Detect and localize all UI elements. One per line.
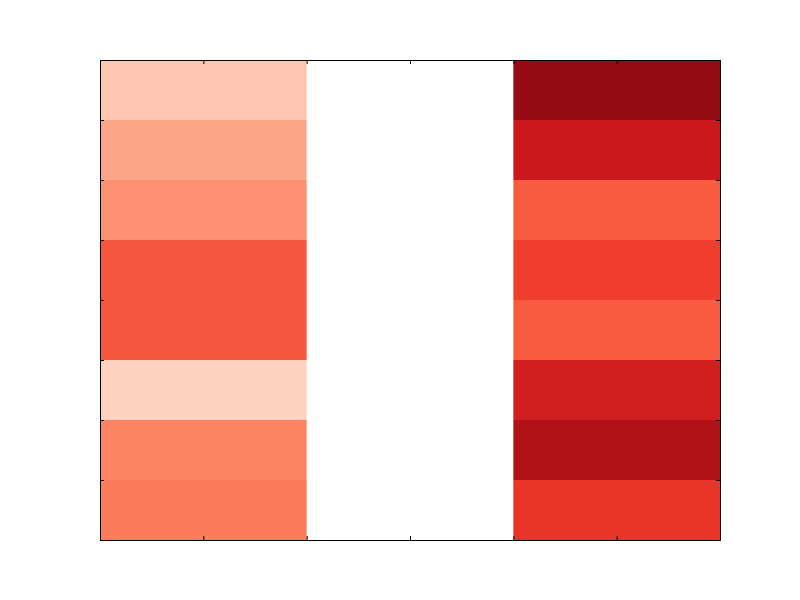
heatmap-cell-c2-r4 [513, 300, 721, 361]
plot-frame [100, 60, 721, 541]
heatmap-cell-c0-r4 [100, 300, 308, 361]
heatmap-cell-c0-r3 [100, 240, 308, 301]
heatmap-cell-c1-r1 [306, 120, 514, 181]
heatmap-cell-c1-r5 [306, 360, 514, 421]
heatmap-cell-c2-r5 [513, 360, 721, 421]
heatmap-cell-c1-r6 [306, 420, 514, 481]
heatmap-cell-c0-r7 [100, 480, 308, 541]
heatmap-cell-c1-r7 [306, 480, 514, 541]
heatmap-cell-c2-r7 [513, 480, 721, 541]
heatmap-cell-c0-r5 [100, 360, 308, 421]
heatmap-cell-c0-r1 [100, 120, 308, 181]
heatmap-cell-c2-r3 [513, 240, 721, 301]
heatmap-cell-c2-r2 [513, 180, 721, 241]
heatmap-cell-c1-r4 [306, 300, 514, 361]
heatmap-cells [100, 60, 721, 541]
heatmap-cell-c2-r6 [513, 420, 721, 481]
heatmap-cell-c1-r0 [306, 60, 514, 121]
heatmap-cell-c0-r0 [100, 60, 308, 121]
heatmap-cell-c1-r3 [306, 240, 514, 301]
heatmap-cell-c0-r2 [100, 180, 308, 241]
heatmap-cell-c1-r2 [306, 180, 514, 241]
heatmap-cell-c2-r0 [513, 60, 721, 121]
heatmap-cell-c2-r1 [513, 120, 721, 181]
heatmap-cell-c0-r6 [100, 420, 308, 481]
